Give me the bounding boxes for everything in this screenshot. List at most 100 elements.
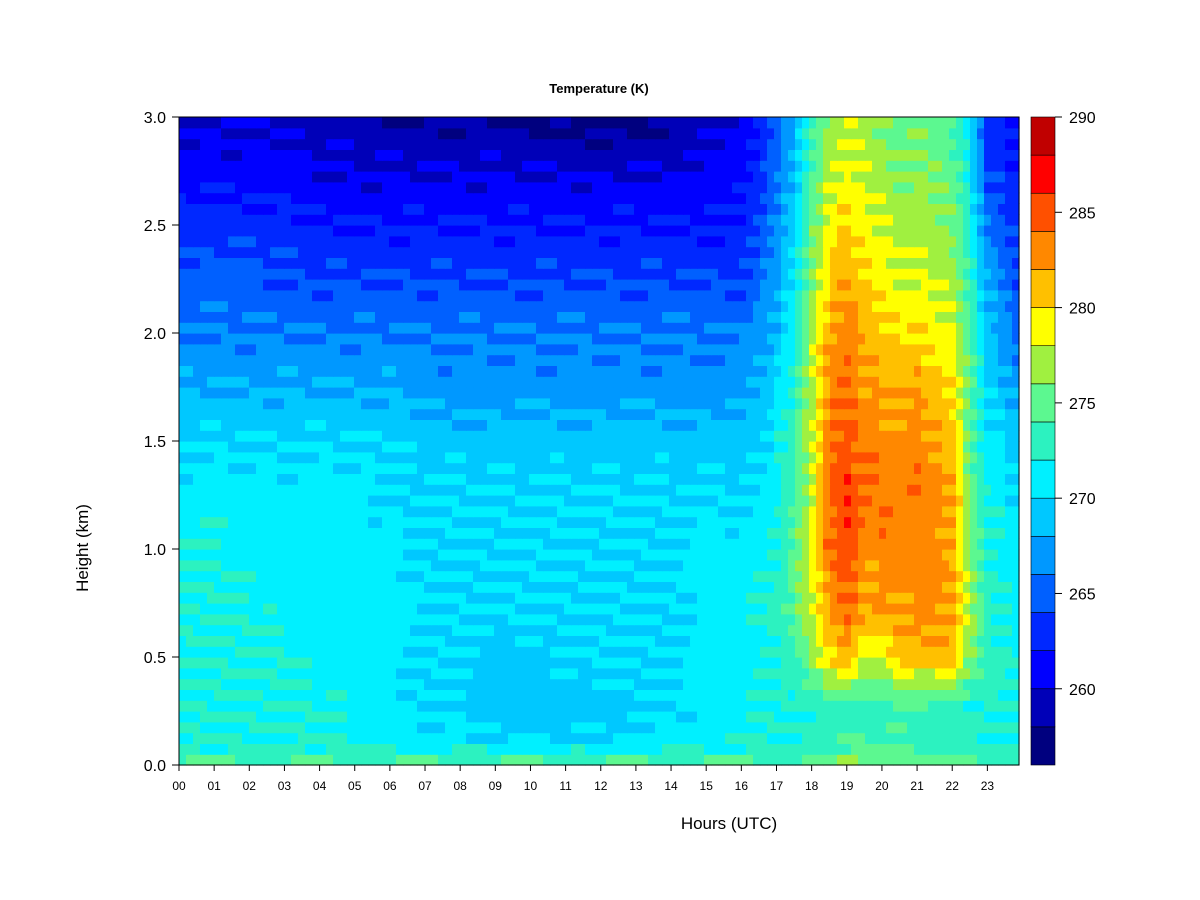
heatmap-cell (879, 613, 887, 626)
heatmap-cell (242, 419, 250, 431)
heatmap-cell (186, 570, 194, 582)
heatmap-cell (1012, 451, 1020, 464)
heatmap-cell (816, 451, 824, 464)
heatmap-cell (690, 754, 698, 766)
heatmap-cell (753, 462, 761, 474)
heatmap-cell (648, 495, 656, 507)
heatmap-cell (501, 408, 509, 420)
heatmap-cell (564, 549, 572, 561)
heatmap-cell (375, 311, 383, 323)
heatmap-cell (410, 700, 418, 712)
heatmap-cell (753, 700, 761, 712)
heatmap-cell (739, 743, 747, 755)
heatmap-cell (368, 754, 376, 766)
heatmap-cell (501, 473, 509, 485)
heatmap-cell (683, 603, 691, 615)
heatmap-cell (809, 343, 817, 356)
heatmap-cell (249, 376, 257, 388)
heatmap-cell (340, 441, 348, 453)
heatmap-cell (361, 441, 369, 453)
heatmap-cell (606, 322, 614, 334)
heatmap-cell (263, 559, 271, 572)
heatmap-cell (914, 721, 922, 734)
heatmap-cell (480, 743, 488, 755)
heatmap-cell (501, 376, 509, 388)
heatmap-cell (256, 646, 264, 658)
heatmap-cell (277, 354, 285, 366)
heatmap-cell (592, 343, 600, 356)
heatmap-cell (879, 743, 887, 755)
heatmap-cell (984, 408, 992, 420)
heatmap-cell (557, 538, 565, 550)
heatmap-cell (501, 441, 509, 453)
heatmap-cell (193, 505, 201, 518)
heatmap-cell (676, 711, 684, 723)
heatmap-cell (676, 505, 684, 518)
heatmap-cell (620, 419, 628, 431)
heatmap-cell (179, 451, 187, 464)
heatmap-cell (634, 376, 642, 388)
heatmap-cell (312, 732, 320, 744)
heatmap-cell (641, 678, 649, 690)
heatmap-cell (1005, 646, 1013, 658)
heatmap-cell (991, 354, 999, 366)
heatmap-cell (438, 538, 446, 550)
heatmap-cell (354, 322, 362, 334)
heatmap-cell (368, 527, 376, 539)
heatmap-cell (501, 689, 509, 701)
heatmap-cell (774, 624, 782, 636)
heatmap-cell (739, 430, 747, 442)
heatmap-cell (347, 570, 355, 582)
heatmap-cell (571, 549, 579, 561)
heatmap-cell (522, 743, 530, 755)
heatmap-cell (991, 646, 999, 658)
heatmap-cell (599, 505, 607, 518)
heatmap-cell (522, 408, 530, 420)
heatmap-cell (375, 657, 383, 669)
heatmap-cell (396, 441, 404, 453)
heatmap-cell (578, 419, 586, 431)
heatmap-cell (354, 462, 362, 474)
heatmap-cell (781, 711, 789, 723)
heatmap-cell (571, 559, 579, 572)
heatmap-cell (382, 624, 390, 636)
heatmap-cell (949, 430, 957, 442)
heatmap-cell (921, 559, 929, 572)
heatmap-cell (1005, 549, 1013, 561)
heatmap-cell (508, 441, 516, 453)
heatmap-cell (1005, 376, 1013, 388)
heatmap-cell (487, 678, 495, 690)
heatmap-cell (718, 538, 726, 550)
heatmap-cell (711, 322, 719, 334)
heatmap-cell (788, 333, 796, 345)
heatmap-cell (578, 635, 586, 647)
heatmap-cell (816, 408, 824, 420)
heatmap-cell (865, 495, 873, 507)
heatmap-cell (900, 570, 908, 582)
heatmap-cell (837, 365, 845, 377)
heatmap-cell (683, 559, 691, 572)
heatmap-cell (284, 613, 292, 626)
heatmap-cell (879, 376, 887, 388)
heatmap-cell (767, 441, 775, 453)
heatmap-cell (319, 333, 327, 345)
heatmap-cell (900, 700, 908, 712)
heatmap-cell (235, 678, 243, 690)
heatmap-cell (235, 700, 243, 712)
heatmap-cell (291, 603, 299, 615)
heatmap-cell (319, 732, 327, 744)
heatmap-cell (326, 419, 334, 431)
heatmap-cell (291, 721, 299, 734)
heatmap-cell (452, 473, 460, 485)
heatmap-cell (865, 721, 873, 734)
heatmap-cell (564, 408, 572, 420)
heatmap-cell (270, 451, 278, 464)
heatmap-cell (732, 451, 740, 464)
heatmap-cell (774, 549, 782, 561)
heatmap-cell (718, 343, 726, 356)
heatmap-cell (424, 570, 432, 582)
heatmap-cell (417, 657, 425, 669)
heatmap-cell (949, 484, 957, 496)
heatmap-cell (312, 387, 320, 399)
heatmap-cell (767, 505, 775, 518)
